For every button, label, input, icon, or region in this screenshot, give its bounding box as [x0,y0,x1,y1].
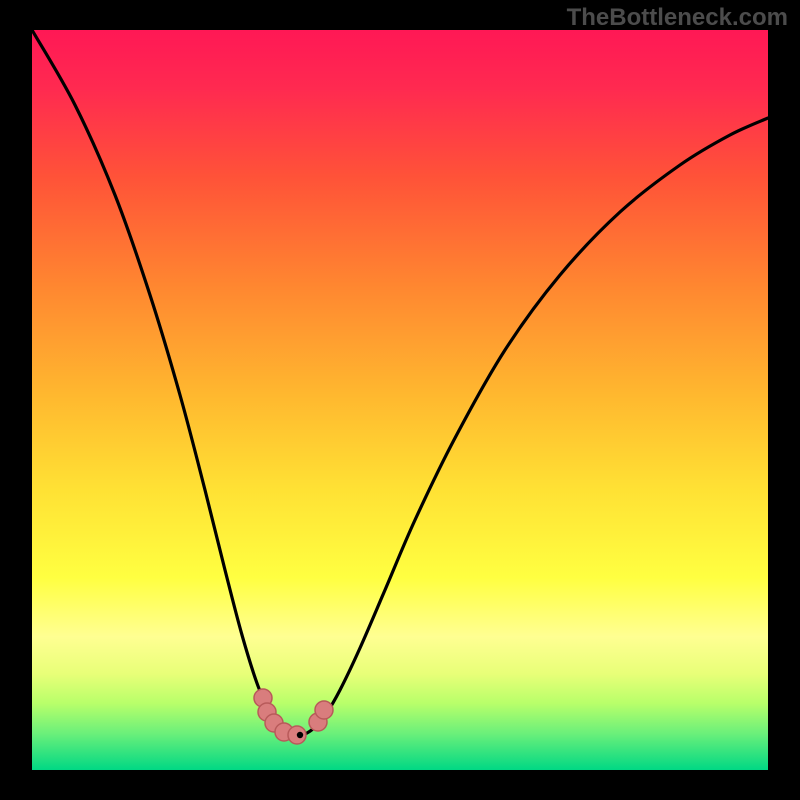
min-dot [297,732,303,738]
marker-group [254,689,333,744]
marker-dot-6 [315,701,333,719]
plot-area [32,30,768,770]
minimum-markers [32,30,768,770]
watermark-text: TheBottleneck.com [567,4,788,32]
